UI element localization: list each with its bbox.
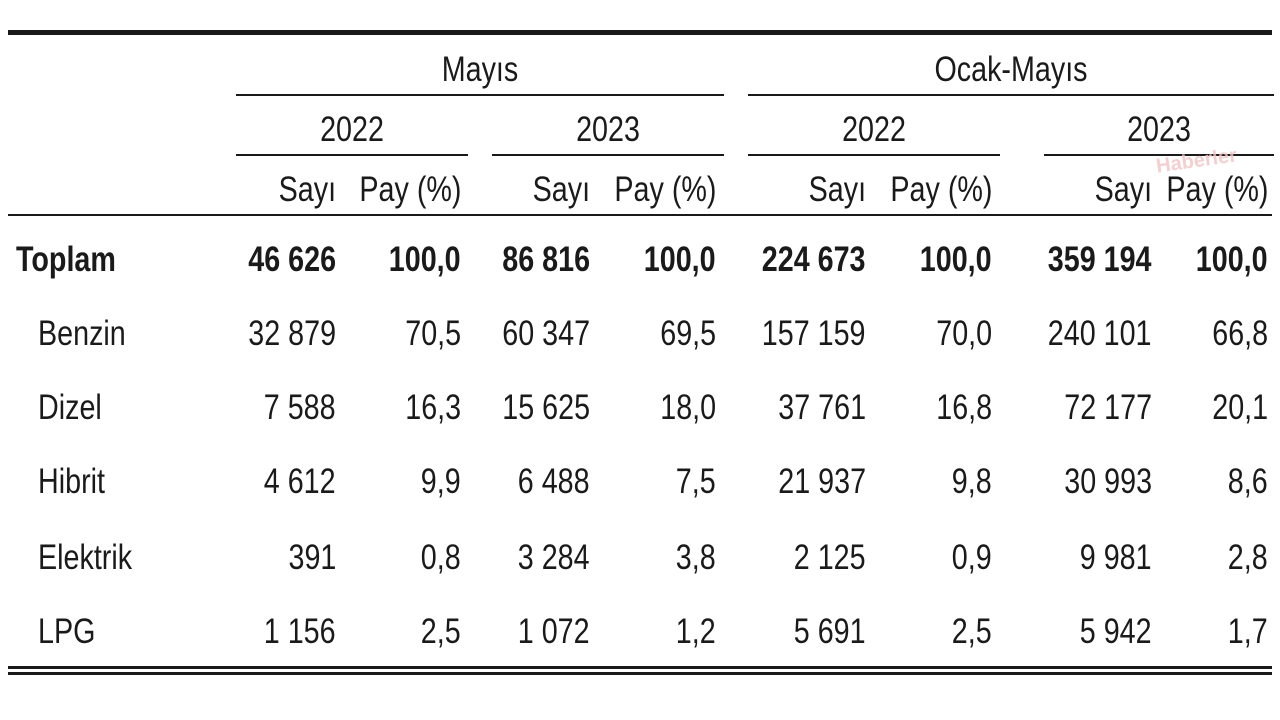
table-cell: 9 981 xyxy=(1080,538,1152,577)
table-cell: 72 177 xyxy=(1064,388,1152,427)
table-cell: 70,0 xyxy=(936,314,992,353)
table-cell: 20,1 xyxy=(1212,388,1268,427)
table-cell: 30 993 xyxy=(1064,462,1152,501)
row-label: Elektrik xyxy=(38,538,133,577)
table-cell: 9,8 xyxy=(952,462,992,501)
year-header-ocak-mayis-2022: 2022 xyxy=(842,110,906,149)
subheader-sayi: Sayı xyxy=(1094,170,1152,209)
header-bottom-rule xyxy=(8,214,1272,216)
table-cell: 15 625 xyxy=(502,388,590,427)
top-border xyxy=(8,30,1272,35)
subheader-pay: Pay (%) xyxy=(1165,170,1268,209)
table-cell: 5 942 xyxy=(1080,612,1152,651)
table-cell: 2,5 xyxy=(952,612,992,651)
bottom-border-1 xyxy=(8,666,1272,669)
year-rule-ocak-mayis-2023 xyxy=(1044,154,1274,156)
subheader-sayi: Sayı xyxy=(278,170,336,209)
table-cell: 60 347 xyxy=(502,314,590,353)
row-label: LPG xyxy=(38,612,96,651)
table-cell: 2 125 xyxy=(794,538,866,577)
table-cell: 100,0 xyxy=(920,240,992,279)
row-label: Toplam xyxy=(16,240,116,279)
bottom-border-2 xyxy=(8,672,1272,675)
table-cell: 240 101 xyxy=(1048,314,1152,353)
row-label: Benzin xyxy=(38,314,126,353)
table-cell: 7,5 xyxy=(676,462,716,501)
subheader-sayi: Sayı xyxy=(808,170,866,209)
table-cell: 3 284 xyxy=(518,538,590,577)
row-label: Hibrit xyxy=(38,462,105,501)
table-cell: 359 194 xyxy=(1048,240,1152,279)
table-cell: 86 816 xyxy=(502,240,590,279)
table-cell: 21 937 xyxy=(778,462,866,501)
table-cell: 4 612 xyxy=(264,462,336,501)
table-cell: 224 673 xyxy=(762,240,866,279)
table-cell: 37 761 xyxy=(778,388,866,427)
table-cell: 6 488 xyxy=(518,462,590,501)
subheader-sayi: Sayı xyxy=(532,170,590,209)
group-header-mayis: Mayıs xyxy=(441,50,519,89)
table-cell: 1,2 xyxy=(676,612,716,651)
table-cell: 70,5 xyxy=(405,314,461,353)
table-cell: 0,9 xyxy=(952,538,992,577)
table-cell: 157 159 xyxy=(762,314,866,353)
year-rule-mayis-2023 xyxy=(492,154,724,156)
table-cell: 5 691 xyxy=(794,612,866,651)
group-header-ocak-mayis: Ocak-Mayıs xyxy=(934,50,1088,89)
table-cell: 391 xyxy=(288,538,336,577)
table-cell: 66,8 xyxy=(1212,314,1268,353)
year-rule-ocak-mayis-2022 xyxy=(748,154,1000,156)
year-header-ocak-mayis-2023: 2023 xyxy=(1127,110,1191,149)
table-cell: 9,9 xyxy=(421,462,461,501)
table-cell: 8,6 xyxy=(1228,462,1268,501)
table-cell: 32 879 xyxy=(248,314,336,353)
row-label: Dizel xyxy=(38,388,102,427)
table-cell: 2,5 xyxy=(421,612,461,651)
table-cell: 2,8 xyxy=(1228,538,1268,577)
table-cell: 0,8 xyxy=(421,538,461,577)
table-cell: 100,0 xyxy=(1196,240,1268,279)
table-cell: 18,0 xyxy=(660,388,716,427)
subheader-pay: Pay (%) xyxy=(889,170,992,209)
group-rule-mayis xyxy=(236,94,724,96)
table-cell: 7 588 xyxy=(264,388,336,427)
table-cell: 1,7 xyxy=(1228,612,1268,651)
table-cell: 69,5 xyxy=(660,314,716,353)
subheader-pay: Pay (%) xyxy=(613,170,716,209)
table-cell: 100,0 xyxy=(644,240,716,279)
table-cell: 3,8 xyxy=(676,538,716,577)
table-cell: 100,0 xyxy=(389,240,461,279)
table-cell: 1 156 xyxy=(264,612,336,651)
table-cell: 16,3 xyxy=(405,388,461,427)
table-cell: 16,8 xyxy=(936,388,992,427)
group-rule-ocak-mayis xyxy=(748,94,1274,96)
year-header-mayis-2023: 2023 xyxy=(576,110,640,149)
year-rule-mayis-2022 xyxy=(236,154,468,156)
table-cell: 46 626 xyxy=(248,240,336,279)
table-cell: 1 072 xyxy=(518,612,590,651)
year-header-mayis-2022: 2022 xyxy=(320,110,384,149)
subheader-pay: Pay (%) xyxy=(358,170,461,209)
